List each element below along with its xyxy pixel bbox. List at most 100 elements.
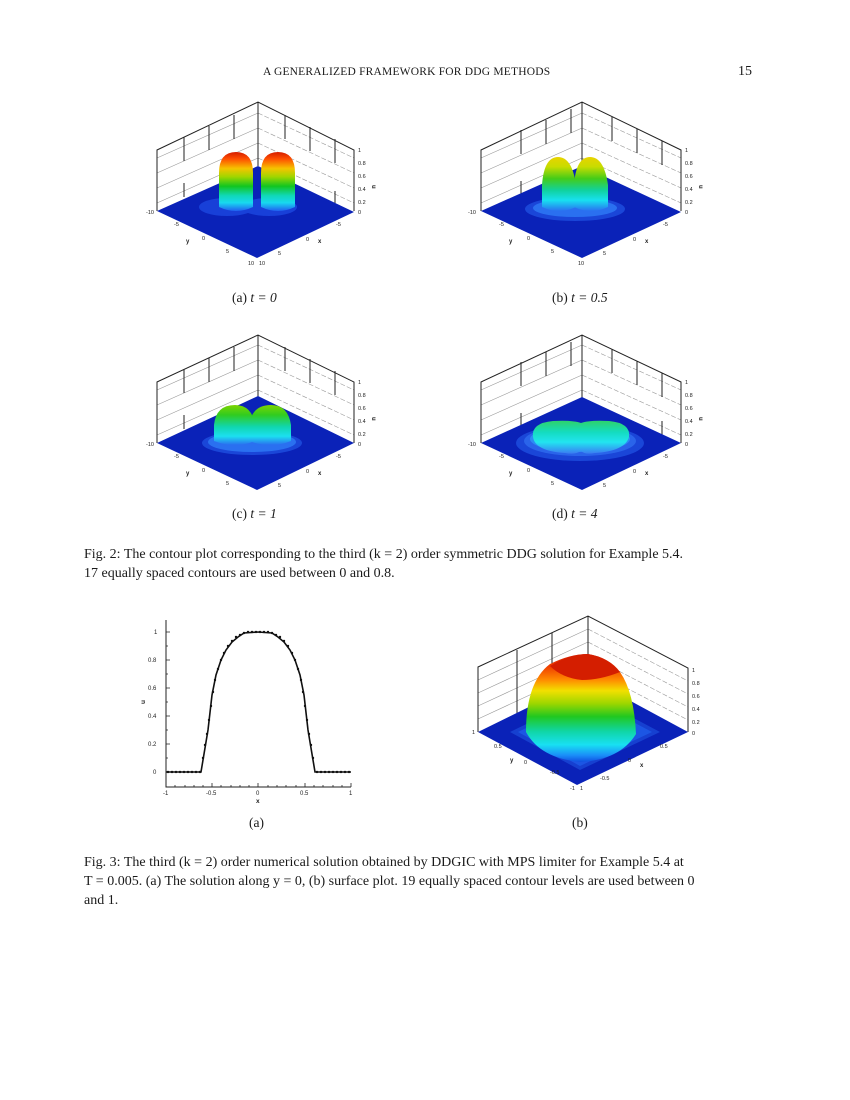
svg-text:0.8: 0.8	[358, 161, 366, 167]
svg-text:x: x	[318, 471, 322, 477]
subcaption-a: (a) t = 0	[232, 290, 277, 305]
svg-text:-5: -5	[499, 454, 504, 460]
svg-text:0.8: 0.8	[148, 658, 157, 664]
svg-text:u: u	[697, 185, 703, 189]
svg-text:0.8: 0.8	[685, 161, 693, 167]
svg-text:x: x	[645, 471, 649, 477]
running-title: A GENERALIZED FRAMEWORK FOR DDG METHODS	[263, 66, 551, 78]
svg-text:-1: -1	[570, 786, 575, 792]
subcaption-b: (b) t = 0.5	[552, 290, 608, 305]
svg-text:0.2: 0.2	[358, 200, 366, 206]
svg-text:-5: -5	[663, 222, 668, 228]
svg-text:0.4: 0.4	[692, 707, 700, 713]
svg-text:0: 0	[633, 237, 636, 243]
svg-text:5: 5	[278, 483, 281, 489]
svg-text:0.6: 0.6	[358, 406, 366, 412]
svg-text:0.6: 0.6	[685, 406, 693, 412]
svg-text:y: y	[509, 471, 513, 477]
svg-text:0: 0	[306, 469, 309, 475]
svg-text:y: y	[509, 239, 513, 245]
subcaption-fig3-a: (a)	[249, 815, 264, 830]
svg-text:-10: -10	[146, 442, 154, 448]
svg-text:0: 0	[202, 236, 205, 242]
subcaption-c: (c) t = 1	[232, 506, 277, 521]
figure-3-caption: Fig. 3: The third (k = 2) order numerica…	[84, 855, 695, 908]
svg-text:-0.5: -0.5	[600, 776, 609, 782]
svg-text:x: x	[318, 239, 322, 245]
svg-text:0.2: 0.2	[358, 432, 366, 438]
svg-text:-5: -5	[336, 222, 341, 228]
svg-text:10: 10	[259, 261, 265, 267]
svg-text:0.8: 0.8	[358, 393, 366, 399]
svg-text:5: 5	[226, 249, 229, 255]
svg-text:x: x	[256, 798, 260, 805]
svg-text:0.6: 0.6	[148, 686, 157, 692]
svg-text:0: 0	[358, 442, 361, 448]
svg-text:0.6: 0.6	[358, 174, 366, 180]
svg-text:0: 0	[306, 237, 309, 243]
svg-text:1: 1	[685, 380, 688, 386]
svg-text:5: 5	[603, 483, 606, 489]
svg-text:y: y	[186, 239, 190, 245]
svg-text:1: 1	[580, 786, 583, 792]
subcaption-d: (d) t = 4	[552, 506, 598, 521]
surface-plot-t4: 1 0.8 0.6 0.4 0.2 0 u -10 -5 0 5 y 5 0 -…	[468, 334, 703, 490]
svg-text:-10: -10	[146, 210, 154, 216]
svg-text:0.8: 0.8	[685, 393, 693, 399]
svg-text:0.2: 0.2	[692, 720, 700, 726]
svg-text:0: 0	[685, 210, 688, 216]
svg-text:5: 5	[551, 481, 554, 487]
surface-plot-t1: 1 0.8 0.6 0.4 0.2 0 u -10 -5 0 5 y 5 0 -…	[146, 334, 376, 490]
svg-text:u: u	[370, 417, 376, 421]
line-plot-y0: 0 0.2 0.4 0.6 0.8 1 -1 -0.5 0 0.5 1 x u	[140, 620, 353, 805]
svg-text:y: y	[510, 758, 514, 764]
svg-text:-5: -5	[663, 454, 668, 460]
svg-text:10: 10	[248, 261, 254, 267]
svg-text:0.5: 0.5	[300, 791, 309, 797]
svg-text:0.4: 0.4	[358, 187, 366, 193]
svg-text:0.5: 0.5	[660, 744, 668, 750]
svg-text:0.4: 0.4	[148, 714, 157, 720]
svg-text:-0.5: -0.5	[206, 791, 217, 797]
svg-text:1: 1	[358, 380, 361, 386]
svg-text:0: 0	[692, 731, 695, 737]
svg-text:0: 0	[685, 442, 688, 448]
svg-text:-10: -10	[468, 442, 476, 448]
svg-text:5: 5	[226, 481, 229, 487]
svg-text:1: 1	[685, 148, 688, 154]
svg-text:0: 0	[358, 210, 361, 216]
surface-plot-fig3b: 1 0.8 0.6 0.4 0.2 0 1 0.5 0 -0.5 -1 y 1 …	[472, 615, 700, 792]
svg-text:0.5: 0.5	[494, 744, 502, 750]
svg-text:-0.5: -0.5	[550, 770, 559, 776]
svg-text:-5: -5	[174, 222, 179, 228]
svg-text:0.6: 0.6	[692, 694, 700, 700]
svg-text:-5: -5	[499, 222, 504, 228]
svg-text:0.8: 0.8	[692, 681, 700, 687]
subcaption-fig3-b: (b)	[572, 815, 588, 830]
svg-text:0: 0	[633, 469, 636, 475]
svg-text:y: y	[186, 471, 190, 477]
svg-text:0: 0	[527, 236, 530, 242]
svg-text:0: 0	[628, 758, 631, 764]
svg-text:u: u	[697, 417, 703, 421]
svg-text:-1: -1	[163, 791, 169, 797]
svg-text:-5: -5	[174, 454, 179, 460]
svg-text:0.4: 0.4	[685, 419, 693, 425]
svg-text:-5: -5	[336, 454, 341, 460]
svg-text:1: 1	[154, 630, 158, 636]
surface-plot-t0: 1 0.8 0.6 0.4 0.2 0 u -10 -5 0 5 10 y 10…	[146, 101, 376, 267]
svg-text:1: 1	[472, 730, 475, 736]
svg-text:u: u	[370, 185, 376, 189]
svg-text:0: 0	[524, 760, 527, 766]
svg-text:10: 10	[578, 261, 584, 267]
svg-text:0.2: 0.2	[148, 742, 157, 748]
svg-text:-10: -10	[468, 210, 476, 216]
svg-text:0.2: 0.2	[685, 200, 693, 206]
svg-text:0: 0	[527, 468, 530, 474]
svg-text:5: 5	[603, 251, 606, 257]
svg-text:x: x	[640, 763, 644, 769]
svg-text:0.2: 0.2	[685, 432, 693, 438]
svg-text:0.4: 0.4	[358, 419, 366, 425]
svg-text:0: 0	[153, 770, 157, 776]
svg-text:0.6: 0.6	[685, 174, 693, 180]
